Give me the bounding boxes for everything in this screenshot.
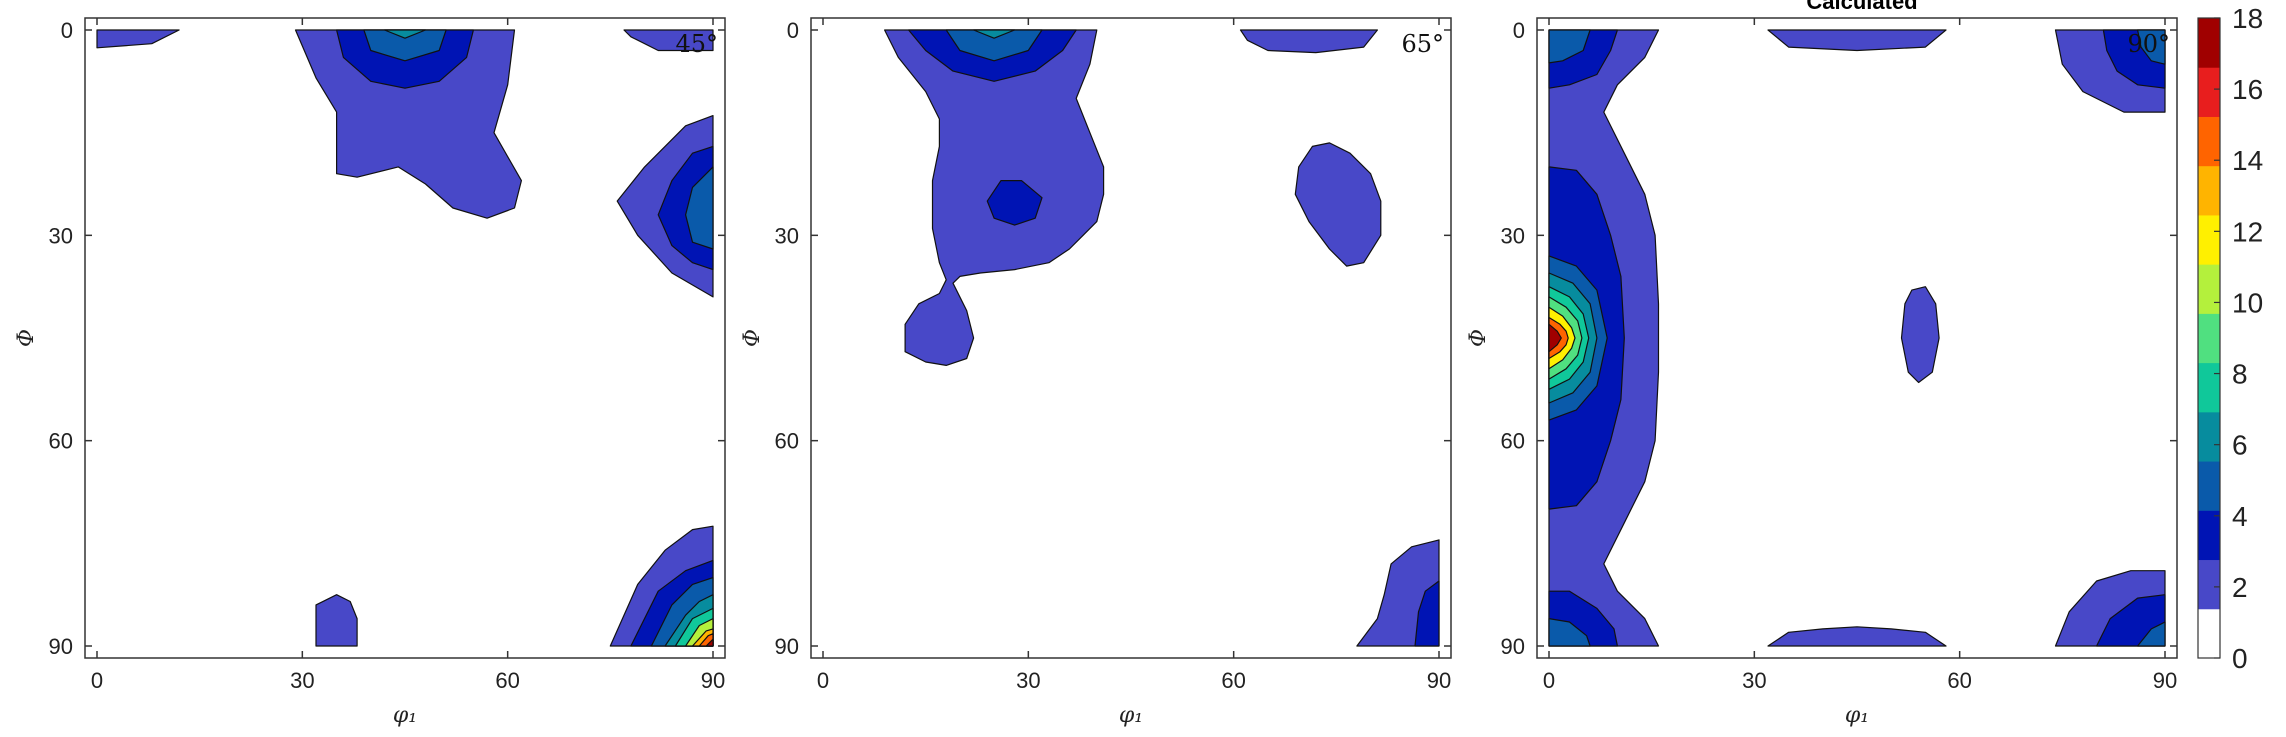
panel-label: 45° bbox=[675, 30, 718, 58]
colorbar-cells bbox=[2198, 18, 2220, 659]
x-tick-label: 30 bbox=[290, 668, 314, 693]
colorbar-cell bbox=[2198, 18, 2220, 68]
colorbar-cell bbox=[2198, 313, 2220, 364]
x-tick-label: 0 bbox=[91, 668, 103, 693]
y-tick-label: 0 bbox=[1513, 18, 1525, 43]
colorbar-tick-label: 4 bbox=[2232, 501, 2248, 532]
contour-level-6 bbox=[2137, 29, 2166, 65]
figure-title: Calculated bbox=[1806, 0, 1917, 14]
plot-frame bbox=[84, 17, 726, 659]
plot-frame bbox=[1536, 17, 2178, 659]
y-tick-label: 90 bbox=[1501, 634, 1525, 659]
x-ticks: 0 30 60 90 bbox=[817, 18, 1451, 693]
colorbar-cell bbox=[2198, 461, 2220, 511]
x-tick-label: 60 bbox=[495, 668, 519, 693]
y-ticks: 0 30 60 90 bbox=[1501, 18, 2177, 659]
colorbar-cell bbox=[2198, 165, 2220, 216]
contour-level-6 bbox=[2137, 621, 2166, 647]
y-tick-label: 0 bbox=[787, 18, 799, 43]
contour-level-2 bbox=[1767, 29, 1947, 52]
contour-level-2 bbox=[294, 29, 523, 219]
colorbar: 0 2 4 6 8 10 12 14 16 18 bbox=[2197, 3, 2263, 674]
contour-level-2 bbox=[623, 29, 714, 52]
y-axis-label: Φ bbox=[14, 329, 39, 347]
contour-level-6 bbox=[1548, 29, 1591, 64]
colorbar-frame bbox=[2197, 17, 2221, 659]
colorbar-cell bbox=[2198, 116, 2220, 167]
x-tick-label: 60 bbox=[1221, 668, 1245, 693]
contour-fills bbox=[96, 29, 714, 647]
colorbar-tick-label: 10 bbox=[2232, 287, 2263, 318]
panel-label: 65° bbox=[1401, 30, 1444, 58]
contour-fills bbox=[883, 29, 1440, 647]
x-tick-label: 30 bbox=[1742, 668, 1766, 693]
colorbar-cell bbox=[2198, 510, 2220, 561]
contour-level-2 bbox=[1767, 626, 1947, 647]
contour-level-6 bbox=[684, 166, 714, 250]
colorbar-cell bbox=[2198, 608, 2220, 659]
colorbar-tick-label: 2 bbox=[2232, 572, 2248, 603]
contour-level-8 bbox=[383, 29, 427, 39]
y-tick-label: 30 bbox=[1501, 223, 1525, 248]
y-tick-label: 60 bbox=[775, 429, 799, 454]
plot-frame bbox=[810, 17, 1452, 659]
y-ticks: 0 30 60 90 bbox=[49, 18, 725, 659]
x-axis-label: φ₁ bbox=[1119, 703, 1143, 728]
colorbar-tick-label: 16 bbox=[2232, 74, 2263, 105]
y-tick-label: 30 bbox=[49, 223, 73, 248]
y-tick-label: 60 bbox=[1501, 429, 1525, 454]
y-tick-label: 90 bbox=[775, 634, 799, 659]
colorbar-ticks: 0 2 4 6 8 10 12 14 16 18 bbox=[2214, 3, 2263, 674]
odf-panel-45: 45° 0 30 60 90 0 30 60 90 φ₁ Φ bbox=[14, 17, 726, 728]
panel-label: 90° bbox=[2127, 30, 2170, 58]
contour-level-6 bbox=[945, 29, 1043, 62]
x-tick-label: 60 bbox=[1947, 668, 1971, 693]
colorbar-tick-label: 12 bbox=[2232, 216, 2263, 247]
x-tick-label: 90 bbox=[701, 668, 725, 693]
contour-level-2 bbox=[1294, 142, 1382, 267]
contour-level-4 bbox=[986, 180, 1043, 226]
colorbar-tick-label: 18 bbox=[2232, 3, 2263, 34]
contour-level-2 bbox=[1239, 29, 1379, 54]
x-ticks: 0 30 60 90 bbox=[91, 18, 725, 693]
x-tick-label: 30 bbox=[1016, 668, 1040, 693]
colorbar-tick-label: 6 bbox=[2232, 430, 2248, 461]
odf-panel-90: 90° 0 30 60 90 0 30 60 90 φ₁ Φ bbox=[1466, 17, 2178, 728]
colorbar-cell bbox=[2198, 411, 2220, 462]
y-axis-label: Φ bbox=[1466, 329, 1491, 347]
contour-level-4 bbox=[1414, 580, 1440, 647]
contour-fills bbox=[1548, 29, 2166, 647]
y-ticks: 0 30 60 90 bbox=[775, 18, 1451, 659]
x-tick-label: 90 bbox=[2153, 668, 2177, 693]
y-tick-label: 0 bbox=[61, 18, 73, 43]
contour-level-2 bbox=[96, 29, 180, 49]
y-tick-label: 30 bbox=[775, 223, 799, 248]
contour-level-18 bbox=[1548, 323, 1562, 353]
y-axis-label: Φ bbox=[740, 329, 765, 347]
contour-level-2 bbox=[1900, 286, 1940, 384]
colorbar-tick-label: 0 bbox=[2232, 643, 2248, 674]
contour-level-8 bbox=[972, 29, 1016, 39]
colorbar-cell bbox=[2198, 67, 2220, 117]
odf-panel-65: 65° 0 30 60 90 0 30 60 90 φ₁ Φ bbox=[740, 17, 1452, 728]
colorbar-tick-label: 8 bbox=[2232, 359, 2248, 390]
colorbar-cell bbox=[2198, 362, 2220, 413]
colorbar-cell bbox=[2198, 214, 2220, 265]
x-tick-label: 0 bbox=[817, 668, 829, 693]
contour-level-18 bbox=[705, 638, 714, 647]
x-tick-label: 0 bbox=[1543, 668, 1555, 693]
contour-level-2 bbox=[315, 594, 358, 647]
y-tick-label: 90 bbox=[49, 634, 73, 659]
x-tick-label: 90 bbox=[1427, 668, 1451, 693]
colorbar-cell bbox=[2198, 559, 2220, 610]
x-ticks: 0 30 60 90 bbox=[1543, 18, 2177, 693]
x-axis-label: φ₁ bbox=[393, 703, 417, 728]
x-axis-label: φ₁ bbox=[1845, 703, 1869, 728]
colorbar-cell bbox=[2198, 264, 2220, 314]
colorbar-tick-label: 14 bbox=[2232, 145, 2263, 176]
contour-level-6 bbox=[1548, 617, 1591, 647]
y-tick-label: 60 bbox=[49, 429, 73, 454]
contour-level-6 bbox=[363, 29, 447, 62]
